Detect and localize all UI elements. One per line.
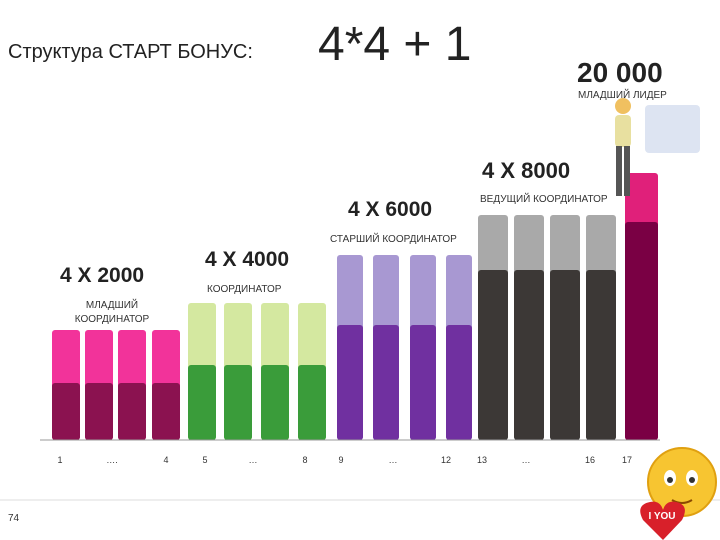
position-label: 4 xyxy=(163,455,168,465)
bar-part xyxy=(261,365,289,440)
bar-part xyxy=(410,325,436,440)
position-label: 16 xyxy=(585,455,595,465)
bars xyxy=(52,173,658,440)
bar-part xyxy=(52,383,80,440)
level-amount: 4 X 2000 xyxy=(60,264,144,287)
bar-part xyxy=(152,383,180,440)
level-amount: 20 000 xyxy=(577,57,663,88)
position-label: 13 xyxy=(477,455,487,465)
position-label: … xyxy=(389,455,398,465)
group-3 xyxy=(337,255,472,440)
group-2 xyxy=(188,303,326,440)
level-amount: 4 X 4000 xyxy=(205,248,289,271)
position-label: … xyxy=(522,455,531,465)
position-label: 8 xyxy=(302,455,307,465)
bar-part xyxy=(188,365,216,440)
sticker: I YOU xyxy=(640,447,717,540)
bar-part xyxy=(85,383,113,440)
formula: 4*4 + 1 xyxy=(318,18,471,71)
position-label: 9 xyxy=(338,455,343,465)
bar-part xyxy=(373,325,399,440)
level-rank: МЛАДШИЙ ЛИДЕР xyxy=(578,88,667,101)
bar-part xyxy=(298,365,326,440)
bar-part xyxy=(478,270,508,440)
bar-part xyxy=(625,222,658,440)
bar-part xyxy=(224,365,252,440)
level-amount: 4 X 8000 xyxy=(482,158,570,183)
bar-part xyxy=(118,383,146,440)
level-rank: ВЕДУЩИЙ КООРДИНАТОР xyxy=(480,192,608,205)
group-4 xyxy=(478,215,616,440)
position-label: 17 xyxy=(622,455,632,465)
position-label: … xyxy=(249,455,258,465)
level-rank: МЛАДШИЙ xyxy=(86,298,138,311)
figure xyxy=(615,98,700,196)
bar-part xyxy=(586,270,616,440)
position-label: 5 xyxy=(202,455,207,465)
position-label: 12 xyxy=(441,455,451,465)
sticker-text: I YOU xyxy=(648,511,675,522)
position-label: …. xyxy=(106,455,118,465)
page-number: 74 xyxy=(8,513,20,524)
group-1 xyxy=(52,330,180,440)
level-rank: КООРДИНАТОР xyxy=(207,284,282,295)
position-labels: 1 …. 4 5 … 8 9 … 12 13 … 16 17 xyxy=(57,455,632,465)
position-label: 1 xyxy=(57,455,62,465)
bar-part xyxy=(514,270,544,440)
level-amount: 4 X 6000 xyxy=(348,198,432,221)
level-rank: КООРДИНАТОР xyxy=(75,314,150,325)
bar-part xyxy=(446,325,472,440)
level-rank: СТАРШИЙ КООРДИНАТОР xyxy=(330,232,457,245)
title: Структура СТАРТ БОНУС: xyxy=(8,41,253,63)
bar-part xyxy=(337,325,363,440)
bar-part xyxy=(550,270,580,440)
